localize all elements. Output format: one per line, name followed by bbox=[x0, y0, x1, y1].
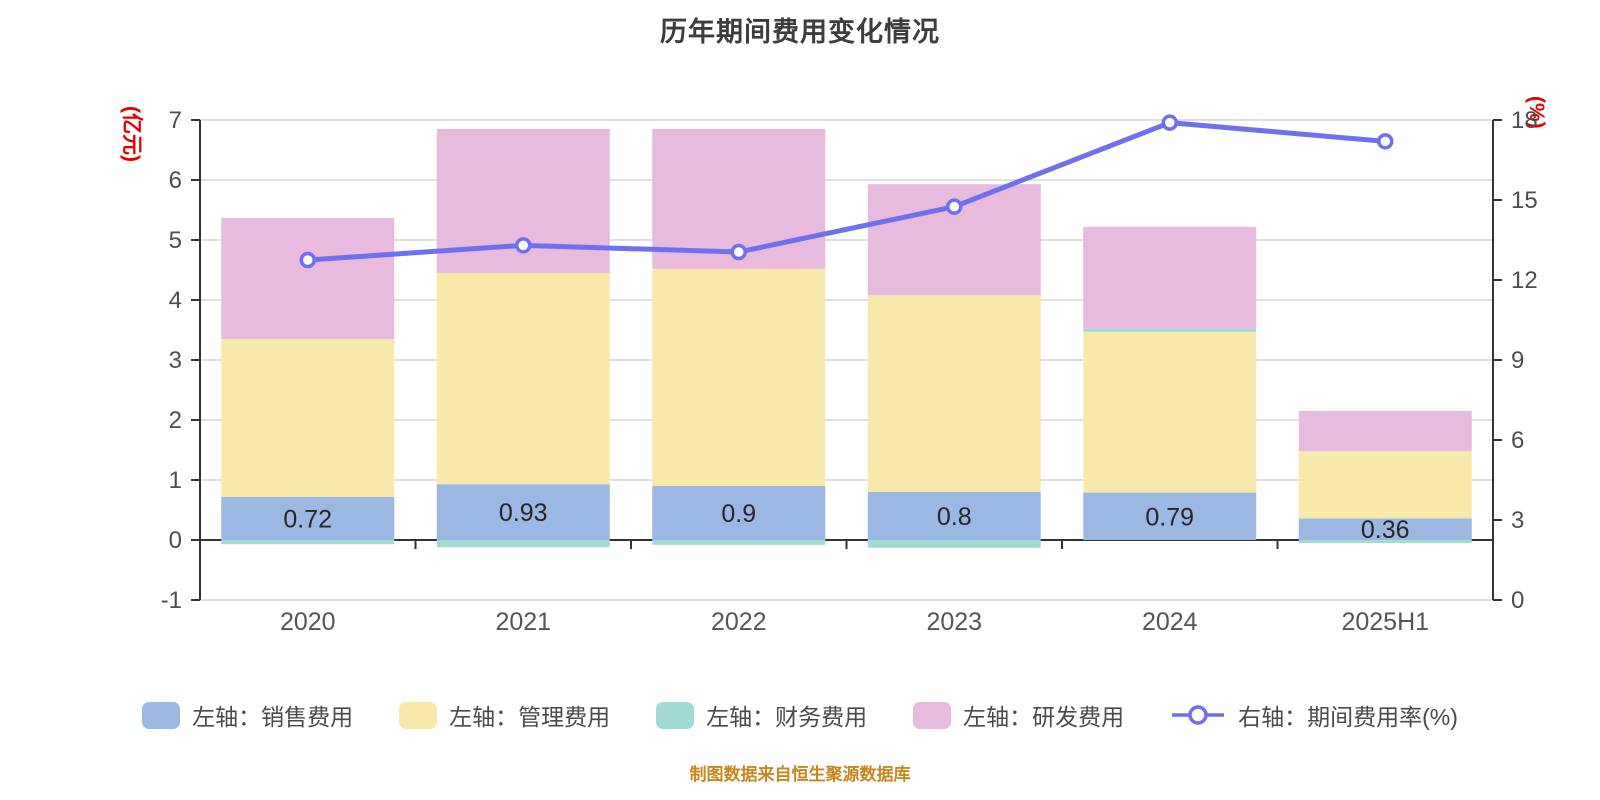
bar-segment-finance-2023[interactable] bbox=[867, 540, 1041, 548]
bar-segment-sales-2022[interactable] bbox=[652, 486, 826, 540]
rate-point-2024[interactable] bbox=[1161, 114, 1178, 131]
legend-swatch bbox=[913, 701, 952, 729]
category-label: 2020 bbox=[280, 608, 336, 636]
bar-value-label: 0.93 bbox=[499, 499, 548, 527]
bar-segment-finance-2024[interactable] bbox=[1083, 328, 1257, 332]
legend-item-1[interactable]: 左轴：管理费用 bbox=[399, 698, 610, 732]
legend-label: 左轴：管理费用 bbox=[449, 704, 611, 730]
legend-swatch bbox=[399, 701, 438, 729]
chart-title: 历年期间费用变化情况 bbox=[660, 17, 940, 47]
bar-segment-sales-2020[interactable] bbox=[221, 496, 395, 540]
category-label: 2024 bbox=[1142, 608, 1198, 636]
bar-segment-finance-2021[interactable] bbox=[436, 540, 610, 548]
bar-segment-finance-2025H1[interactable] bbox=[1298, 540, 1472, 543]
right-axis-tick-label: 0 bbox=[1511, 587, 1524, 614]
right-axis-tick-label: 18 bbox=[1511, 107, 1538, 134]
left-axis-tick-label: 7 bbox=[169, 107, 182, 134]
category-label: 2022 bbox=[711, 608, 767, 636]
right-axis-tick-label: 9 bbox=[1511, 347, 1524, 374]
left-axis-tick-label: -1 bbox=[161, 587, 182, 614]
left-axis-tick-label: 5 bbox=[169, 227, 182, 254]
bar-segment-management-2023[interactable] bbox=[867, 295, 1041, 492]
bar-segment-management-2020[interactable] bbox=[221, 339, 395, 497]
category-label: 2025H1 bbox=[1341, 608, 1429, 636]
bar-segment-rnd-2020[interactable] bbox=[221, 217, 395, 339]
rate-point-2025H1[interactable] bbox=[1377, 133, 1394, 150]
bar-segment-finance-2020[interactable] bbox=[221, 540, 395, 545]
bar-segment-sales-2023[interactable] bbox=[867, 492, 1041, 540]
data-source-note: 制图数据来自恒生聚源数据库 bbox=[689, 765, 911, 784]
legend-item-3[interactable]: 左轴：研发费用 bbox=[913, 698, 1124, 732]
legend-item-4[interactable]: 右轴：期间费用率(%) bbox=[1170, 698, 1458, 732]
legend-label: 左轴：研发费用 bbox=[963, 704, 1125, 730]
category-label: 2021 bbox=[495, 608, 551, 636]
bar-segment-management-2024[interactable] bbox=[1083, 331, 1257, 493]
legend-label: 左轴：销售费用 bbox=[192, 704, 354, 730]
bar-segment-sales-2025H1[interactable] bbox=[1298, 518, 1472, 540]
bar-segment-rnd-2024[interactable] bbox=[1083, 226, 1257, 329]
bar-segment-rnd-2025H1[interactable] bbox=[1298, 411, 1472, 452]
right-axis-tick-label: 15 bbox=[1511, 187, 1538, 214]
bar-segment-management-2025H1[interactable] bbox=[1298, 451, 1472, 519]
left-axis-tick-label: 2 bbox=[169, 407, 182, 434]
legend-label: 左轴：财务费用 bbox=[706, 704, 868, 730]
right-axis-tick-label: 12 bbox=[1511, 267, 1538, 294]
rate-point-2020[interactable] bbox=[299, 251, 316, 269]
rate-point-2021[interactable] bbox=[515, 237, 532, 254]
left-axis-tick-label: 0 bbox=[169, 527, 182, 554]
left-axis-tick-label: 6 bbox=[169, 167, 182, 194]
bar-segment-sales-2024[interactable] bbox=[1083, 492, 1257, 540]
category-label: 2023 bbox=[926, 608, 982, 636]
bar-segment-sales-2021[interactable] bbox=[436, 484, 610, 540]
legend-label: 右轴：期间费用率(%) bbox=[1238, 704, 1458, 730]
rate-point-2022[interactable] bbox=[730, 243, 747, 261]
bar-segment-management-2022[interactable] bbox=[652, 268, 826, 486]
legend-swatch bbox=[656, 701, 695, 729]
bar-value-label: 0.8 bbox=[937, 503, 972, 531]
legend-item-2[interactable]: 左轴：财务费用 bbox=[656, 698, 867, 732]
bar-segment-finance-2022[interactable] bbox=[652, 540, 826, 545]
legend-swatch bbox=[142, 701, 181, 729]
bar-value-label: 0.9 bbox=[721, 500, 756, 528]
right-axis-tick-label: 6 bbox=[1511, 427, 1524, 454]
bar-value-label: 0.79 bbox=[1145, 503, 1194, 531]
left-axis-tick-label: 1 bbox=[169, 467, 182, 494]
left-axis-tick-label: 4 bbox=[169, 287, 182, 314]
bar-value-label: 0.72 bbox=[283, 505, 332, 533]
left-axis-tick-label: 3 bbox=[169, 347, 182, 374]
bar-segment-management-2021[interactable] bbox=[436, 273, 610, 485]
legend-line-marker bbox=[1172, 705, 1225, 725]
chart-legend: 左轴：销售费用 左轴：管理费用 左轴：财务费用 左轴：研发费用 右轴：期间费用率(%) bbox=[0, 698, 1600, 732]
right-axis-tick-label: 3 bbox=[1511, 507, 1524, 534]
legend-item-0[interactable]: 左轴：销售费用 bbox=[142, 698, 353, 732]
rate-point-2023[interactable] bbox=[946, 198, 963, 215]
rate-line bbox=[305, 120, 1388, 263]
bar-value-label: 0.36 bbox=[1361, 516, 1410, 544]
